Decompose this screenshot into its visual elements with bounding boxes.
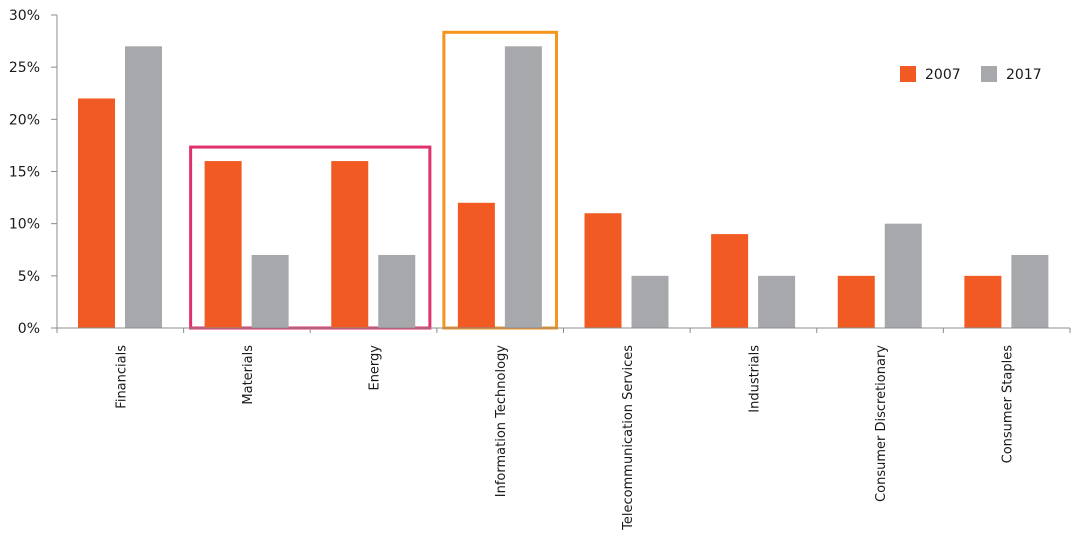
bar-2007-consumer-discretionary (837, 275, 875, 328)
y-tick-label: 15% (9, 165, 40, 181)
legend-label-2007: 2007 (925, 67, 961, 83)
bar-2017-financials (125, 46, 162, 329)
bar-2017-consumer-staples (1011, 254, 1049, 328)
highlight-boxes (189, 30, 558, 330)
bar-2007-materials (204, 161, 242, 328)
legend: 2007 2017 (900, 66, 1042, 83)
bar-2017-industrials (758, 275, 796, 328)
bar-2017-information-technology (504, 46, 542, 329)
bar-2007-industrials (711, 234, 749, 328)
x-category-label: Consumer Staples (1001, 345, 1016, 464)
bar-2007-financials (78, 98, 115, 328)
bar-2017-energy (378, 254, 416, 328)
bar-2007-telecommunication-services (584, 213, 622, 328)
bars (78, 46, 1049, 329)
bar-2007-consumer-staples (964, 275, 1002, 328)
y-tick-label: 30% (9, 8, 40, 24)
bar-2017-consumer-discretionary (884, 223, 922, 328)
y-tick-label: 0% (18, 321, 40, 337)
legend-swatch-2017 (981, 66, 997, 82)
bar-2007-information-technology (457, 202, 495, 328)
y-tick-label: 20% (9, 112, 40, 128)
x-category-label: Information Technology (494, 345, 509, 498)
bar-2017-telecommunication-services (631, 275, 669, 328)
y-axis-ticks: 0% 5% 10% 15% 20% 25% 30% (9, 8, 57, 337)
bar-2007-energy (331, 161, 369, 328)
x-category-label: Financials (114, 345, 129, 409)
legend-label-2017: 2017 (1006, 67, 1042, 83)
x-category-label: Industrials (747, 345, 762, 413)
x-category-label: Energy (368, 345, 383, 391)
x-category-label: Materials (241, 345, 256, 405)
y-tick-label: 25% (9, 60, 40, 76)
y-tick-label: 5% (18, 269, 40, 285)
x-category-label: Consumer Discretionary (874, 345, 889, 502)
x-category-label: Telecommunication Services (621, 345, 636, 531)
legend-swatch-2007 (900, 66, 916, 82)
y-tick-label: 10% (9, 217, 40, 233)
bar-2017-materials (251, 254, 289, 328)
x-axis-labels: Financials Materials Energy Information Tec… (114, 345, 1015, 531)
